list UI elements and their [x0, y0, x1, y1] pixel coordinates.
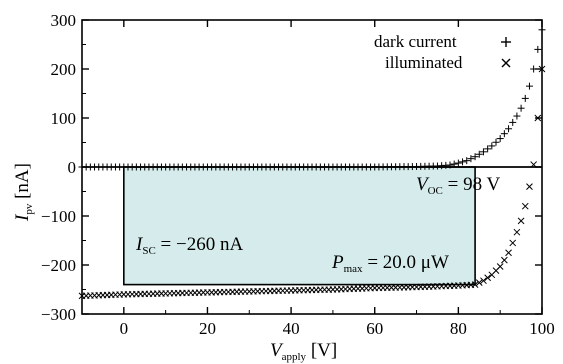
plus-marker — [459, 158, 467, 166]
plus-marker — [446, 161, 454, 169]
plus-marker — [505, 125, 513, 133]
y-axis-label: Ipv [nA] — [12, 163, 35, 222]
plus-marker — [450, 160, 458, 168]
plus-marker — [496, 135, 504, 143]
pmax-annotation: Pmax = 20.0 μW — [331, 252, 449, 275]
cross-marker — [475, 279, 483, 286]
plus-marker — [500, 130, 508, 138]
x-tick-label: 0 — [120, 319, 129, 338]
cross-marker — [526, 183, 533, 190]
plus-marker — [509, 118, 517, 126]
cross-marker — [517, 217, 525, 225]
x-axis-label: Vapply [V] — [270, 340, 337, 363]
plus-marker — [488, 142, 496, 150]
pmax-rectangle — [123, 166, 476, 286]
isc-value: = −260 nA — [161, 234, 244, 255]
cross-marker — [501, 256, 508, 264]
y-tick-label: 200 — [51, 60, 77, 79]
plus-marker — [484, 145, 492, 153]
plus-marker — [517, 104, 525, 112]
cross-marker — [509, 239, 517, 247]
isc-annotation: ISC = −260 nA — [135, 234, 243, 257]
plus-marker — [525, 82, 533, 90]
voc-value: = 98 V — [448, 174, 501, 195]
x-tick-label: 80 — [450, 319, 467, 338]
cross-marker — [496, 263, 504, 270]
cross-marker — [484, 274, 491, 282]
legend-cross-marker — [501, 58, 511, 68]
series-dark-current — [78, 26, 546, 171]
x-tick-label: 40 — [283, 319, 300, 338]
plus-marker — [479, 148, 487, 156]
legend-entry-illuminated-label: illuminated — [385, 53, 463, 72]
series-layer — [78, 26, 546, 300]
legend-entry-dark-label: dark current — [374, 32, 457, 51]
y-tick-label: 0 — [68, 158, 77, 177]
cross-marker — [505, 249, 512, 257]
y-tick-label: 100 — [51, 109, 77, 128]
plus-marker — [454, 159, 462, 167]
plus-marker — [467, 155, 475, 163]
plus-marker — [534, 45, 542, 53]
cross-marker — [480, 277, 487, 285]
plus-marker — [463, 157, 471, 165]
cross-marker — [513, 228, 521, 236]
legend: dark current illuminated — [374, 32, 511, 72]
pmax-value: = 20.0 μW — [367, 252, 449, 273]
plus-marker — [513, 112, 521, 120]
y-tick-label: −300 — [41, 305, 76, 324]
voc-annotation: VOC = 98 V — [416, 174, 501, 197]
plus-marker — [475, 150, 483, 158]
y-axis-label-group: Ipv [nA] — [12, 163, 35, 222]
x-tick-label: 60 — [366, 319, 383, 338]
axes-layer: 0 20 40 60 80 100 −300 −200 −100 0 100 200 300 — [41, 11, 555, 338]
y-tick-label: −200 — [41, 256, 76, 275]
cross-marker — [471, 281, 479, 288]
plus-marker — [521, 94, 529, 102]
plus-marker — [471, 153, 479, 161]
plus-marker — [492, 138, 500, 146]
x-tick-label: 100 — [529, 319, 555, 338]
y-tick-label: −100 — [41, 207, 76, 226]
x-tick-label: 20 — [199, 319, 216, 338]
y-tick-label: 300 — [51, 11, 77, 30]
legend-plus-marker — [501, 37, 511, 47]
series-illuminated — [78, 65, 546, 300]
cross-marker — [521, 202, 529, 210]
